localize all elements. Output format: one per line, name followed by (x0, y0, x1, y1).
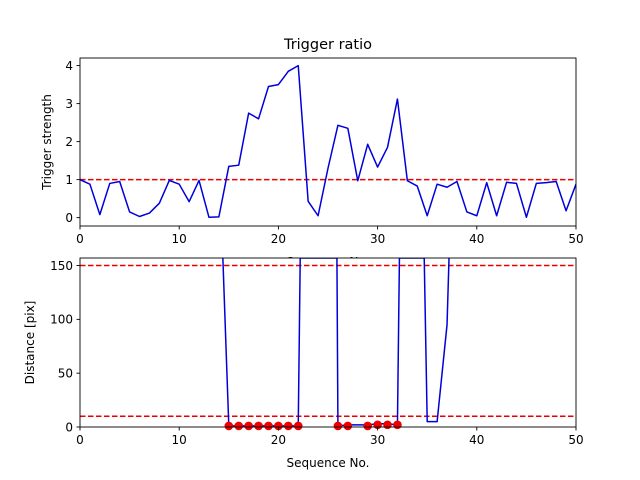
distance-marker-point (234, 421, 244, 431)
trigger-y-tick-label: 3 (65, 97, 73, 111)
distance-marker-point (244, 421, 253, 431)
distance-marker-point (333, 421, 343, 431)
distance-axes-frame (79, 257, 577, 428)
trigger-y-tick-label: 4 (65, 59, 73, 73)
trigger-series-line (80, 64, 576, 219)
distance-marker-point (264, 421, 273, 431)
distance-marker-point (293, 421, 303, 431)
distance-y-tick-label: 50 (58, 366, 73, 380)
distance-marker-point (383, 420, 392, 430)
distance-marker-point (254, 421, 263, 431)
distance-y-axis-label: Distance [pix] (23, 301, 37, 385)
distance-marker-point (284, 421, 293, 431)
distance-x-tick-label: 30 (370, 433, 385, 447)
distance-x-tick-label: 50 (568, 433, 583, 447)
trigger-plot-area (80, 58, 576, 226)
trigger-x-tick-label: 20 (271, 232, 286, 246)
distance-y-tick-label: 0 (65, 420, 73, 434)
distance-x-tick-label: 0 (76, 433, 84, 447)
trigger-plot-content (80, 64, 576, 219)
distance-x-tick-label: 40 (469, 433, 484, 447)
trigger-x-tick-label: 50 (568, 232, 583, 246)
trigger-x-tick-label: 30 (370, 232, 385, 246)
trigger-chart-title: Trigger ratio (283, 37, 372, 53)
distance-marker-point (224, 421, 234, 431)
distance-marker-point (274, 421, 283, 431)
distance-plot-area (80, 258, 576, 427)
distance-marker-point (363, 421, 372, 431)
trigger-x-tick-label: 0 (76, 232, 84, 246)
distance-y-tick-label: 100 (50, 313, 73, 327)
trigger-x-tick-label: 40 (469, 232, 484, 246)
trigger-y-axis-label: Trigger strength (40, 94, 54, 191)
distance-x-tick-label: 20 (271, 433, 286, 447)
distance-panel: 0 10 20 30 40 50 0 50 100 150 Sequence No. Distance… (23, 257, 584, 470)
distance-x-tick-label: 10 (172, 433, 187, 447)
trigger-x-tick-label: 10 (172, 232, 187, 246)
distance-x-axis-label: Sequence No. (287, 456, 370, 470)
distance-y-tick-label: 150 (50, 259, 73, 273)
distance-marker-point (343, 421, 353, 431)
trigger-y-tick-label: 2 (65, 135, 73, 149)
distance-marker-point (393, 420, 402, 430)
trigger-y-tick-label: 1 (65, 173, 73, 187)
trigger-ratio-panel: 0102030405001234Sequence No.Trigger stre… (40, 37, 584, 269)
trigger-y-tick-label: 0 (65, 211, 73, 225)
